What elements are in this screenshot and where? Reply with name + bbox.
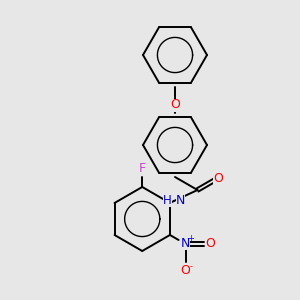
Text: O: O: [181, 264, 190, 277]
Text: O: O: [170, 98, 180, 112]
Text: O: O: [213, 172, 223, 184]
Text: F: F: [139, 162, 146, 175]
Text: -: -: [190, 262, 193, 272]
Text: H: H: [163, 194, 172, 208]
Text: N: N: [181, 238, 190, 250]
Text: +: +: [187, 235, 194, 244]
Text: O: O: [206, 238, 215, 250]
Text: N: N: [176, 194, 185, 208]
